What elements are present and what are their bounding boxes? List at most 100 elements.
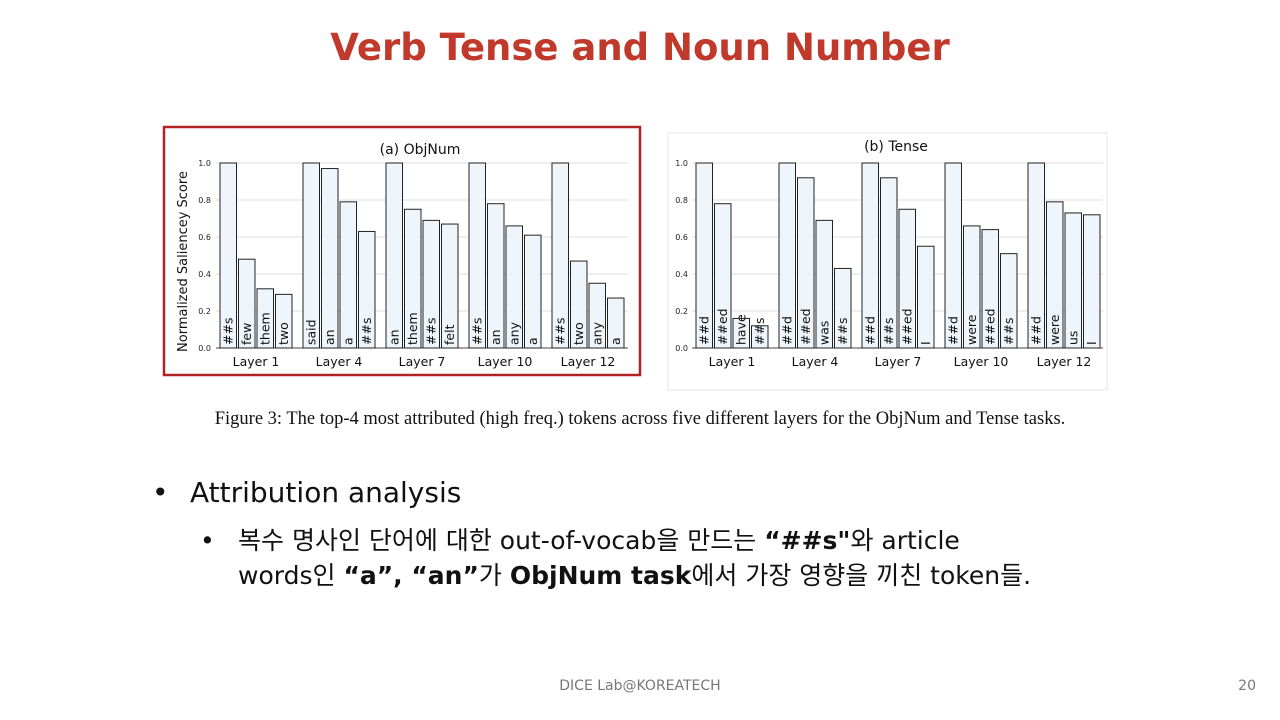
x-group-label: Layer 7 [875,354,922,369]
chart-title: (b) Tense [864,139,928,155]
bar [880,177,898,349]
slide-title: Verb Tense and Noun Number [330,26,950,69]
x-group-label: Layer 12 [1037,354,1092,369]
bold-token-a-an: “a”, “an” [343,561,479,590]
bar-token-label: have [733,314,748,345]
x-group-label: Layer 4 [316,354,363,369]
bar [1000,253,1018,349]
y-tick-label: 0.8 [198,196,211,205]
bar-token-label: ##d [696,316,711,345]
bar-token-label: them [257,312,272,345]
bar-token-label: ##ed [715,308,730,345]
bar [1083,214,1101,349]
x-group-label: Layer 1 [233,354,280,369]
bar-token-label: a [608,337,623,345]
bar [861,162,879,349]
bar [256,288,274,349]
bar-token-label: ##d [862,316,877,345]
bar-token-label: ##s [835,318,850,345]
bar-token-label: an [322,329,337,345]
bar-token-label: ##ed [982,308,997,345]
footer-lab: DICE Lab@KOREATECH [559,678,721,694]
bar [487,203,505,349]
bar-token-label: any [506,321,521,345]
bar-token-label: were [1047,314,1062,345]
bar-token-label: ##ed [899,308,914,345]
bar [385,162,403,349]
figure-charts: 0.0 0.2 0.4 0.6 0.8 1.0 (a) ObjNum Normalized S… [162,125,1108,391]
bar-token-label: an [488,329,503,345]
bar [815,219,833,349]
bar [219,162,237,349]
bar-token-label: ##s [1001,318,1016,345]
sub-bullet-line-2: words인 “a”, “an”가 ObjNum task에서 가장 영향을 끼… [238,558,1031,593]
bar [751,325,769,349]
bar [422,219,440,349]
bar-token-label: a [340,337,355,345]
bar [302,162,320,349]
bar-token-label: ##s [469,318,484,345]
bar-token-label: ##d [779,316,794,345]
bar [588,282,606,349]
bar-token-label: ##d [1028,316,1043,345]
bar [963,225,981,349]
bar-token-label: were [964,314,979,345]
bar [981,229,999,349]
bar [441,223,459,349]
bar [778,162,796,349]
y-tick-label: 0.2 [198,307,211,316]
bar [524,234,542,349]
bold-objnum-task: ObjNum task [509,561,692,590]
x-group-label: Layer 10 [954,354,1009,369]
bar [695,162,713,349]
bar-token-label: was [816,321,831,345]
bar [238,258,256,349]
bullet-dot-icon: • [200,526,215,555]
bar [570,260,588,349]
text-segment: 에서 가장 영향을 끼친 token들. [691,561,1032,590]
bar [714,203,732,349]
y-tick-label: 0.0 [675,344,688,353]
bar-token-label: felt [442,324,457,345]
bar-token-label: I [918,341,933,345]
bar [1046,201,1064,349]
bar-token-label: a [525,337,540,345]
bar-token-label: ##s [220,318,235,345]
bar-token-label: ##s [359,318,374,345]
bar [944,162,962,349]
text-segment: 와 article [850,526,960,555]
page-number: 20 [1238,678,1256,694]
y-tick-label: 0.4 [198,270,211,279]
bar-token-label: two [571,322,586,345]
sub-bullet-line-1: 복수 명사인 단어에 대한 out-of-vocab을 만드는 “##s"와 a… [238,523,960,558]
bar-token-label: ##s [752,318,767,345]
y-tick-label: 0.0 [198,344,211,353]
bar [607,297,625,349]
bar-token-label: ##ed [798,308,813,345]
text-segment: words인 [238,561,344,590]
bar [917,245,935,349]
bar-token-label: said [303,319,318,345]
y-tick-label: 0.4 [675,270,688,279]
bar-token-label: two [276,322,291,345]
bar [404,208,422,349]
x-group-label: Layer 10 [478,354,533,369]
bar-token-label: them [405,312,420,345]
text-segment: 가 [478,561,510,590]
bar-token-label: ##s [881,318,896,345]
bar-token-label: us [1065,331,1080,345]
text-segment: 복수 명사인 단어에 대한 out-of-vocab을 만드는 [238,526,765,555]
bar-token-label: an [386,329,401,345]
bar-token-label: ##s [552,318,567,345]
bar-token-label: I [1084,341,1099,345]
bar [468,162,486,349]
bar-token-label: few [239,323,254,345]
bar [1064,212,1082,349]
bar [732,317,750,349]
bar [1027,162,1045,349]
bullet-text: Attribution analysis [190,476,462,509]
bar [834,267,852,349]
bar [339,201,357,349]
y-tick-label: 0.6 [198,233,211,242]
bar-token-label: ##s [423,318,438,345]
